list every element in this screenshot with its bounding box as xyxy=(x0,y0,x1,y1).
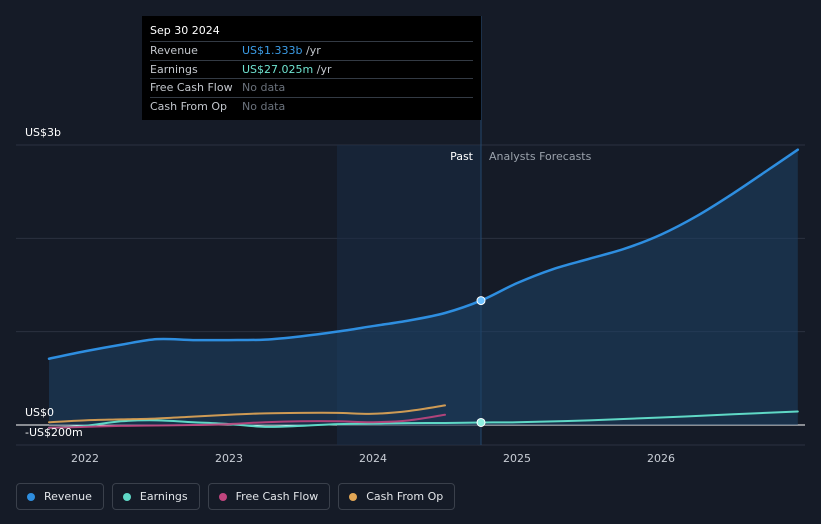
tooltip-label: Cash From Op xyxy=(150,99,228,113)
cash-from-op-line xyxy=(48,404,446,424)
legend-dot-icon xyxy=(349,492,358,501)
y-axis-label: -US$200m xyxy=(25,426,83,439)
tooltip-label: Revenue xyxy=(150,44,198,57)
legend-label: Earnings xyxy=(139,490,188,503)
tooltip-unit: /yr xyxy=(302,44,321,57)
earnings-line xyxy=(48,410,799,429)
tooltip-value: No data xyxy=(242,81,286,94)
tooltip-row-cash-from-op: Cash From Op No data xyxy=(150,98,473,116)
chart-legend: Revenue Earnings Free Cash Flow Cash Fro… xyxy=(16,483,456,510)
earnings-current-point xyxy=(476,417,486,427)
legend-item-earnings[interactable]: Earnings xyxy=(111,483,200,510)
legend-item-free-cash-flow[interactable]: Free Cash Flow xyxy=(207,483,331,510)
legend-label: Cash From Op xyxy=(366,490,444,503)
revenue-current-point xyxy=(476,296,486,306)
x-axis-label: 2022 xyxy=(71,452,99,465)
tooltip-row-free-cash-flow: Free Cash Flow No data xyxy=(150,79,473,98)
tooltip-label: Earnings xyxy=(150,62,198,76)
legend-label: Free Cash Flow xyxy=(235,490,319,503)
x-axis-label: 2025 xyxy=(503,452,531,465)
tooltip-row-earnings: Earnings US$27.025m /yr xyxy=(150,61,473,79)
revenue-area xyxy=(49,149,798,425)
revenue-line xyxy=(47,148,800,360)
y-axis-label: US$0 xyxy=(25,406,54,419)
legend-dot-icon xyxy=(27,492,35,501)
x-axis-label: 2023 xyxy=(215,452,243,465)
tooltip-value: US$1.333b xyxy=(242,44,303,57)
tooltip-value: US$27.025m xyxy=(242,62,314,76)
tooltip-unit: /yr xyxy=(313,62,332,76)
legend-dot-icon xyxy=(122,492,131,501)
x-axis-label: 2026 xyxy=(647,452,675,465)
tooltip-row-revenue: Revenue US$1.333b /yr xyxy=(150,42,473,61)
tooltip-value: No data xyxy=(242,99,286,113)
past-label: Past xyxy=(450,150,474,163)
legend-item-cash-from-op[interactable]: Cash From Op xyxy=(338,483,456,510)
free-cash-flow-line xyxy=(48,413,446,429)
y-axis-label: US$3b xyxy=(25,126,61,139)
forecast-label: Analysts Forecasts xyxy=(489,150,592,163)
data-tooltip: Sep 30 2024 Revenue US$1.333b /yr Earnin… xyxy=(142,16,481,120)
tooltip-date: Sep 30 2024 xyxy=(150,24,473,42)
legend-dot-icon xyxy=(218,492,227,501)
legend-label: Revenue xyxy=(44,490,92,503)
tooltip-label: Free Cash Flow xyxy=(150,81,233,94)
x-axis-label: 2024 xyxy=(359,452,387,465)
legend-item-revenue[interactable]: Revenue xyxy=(16,483,104,510)
